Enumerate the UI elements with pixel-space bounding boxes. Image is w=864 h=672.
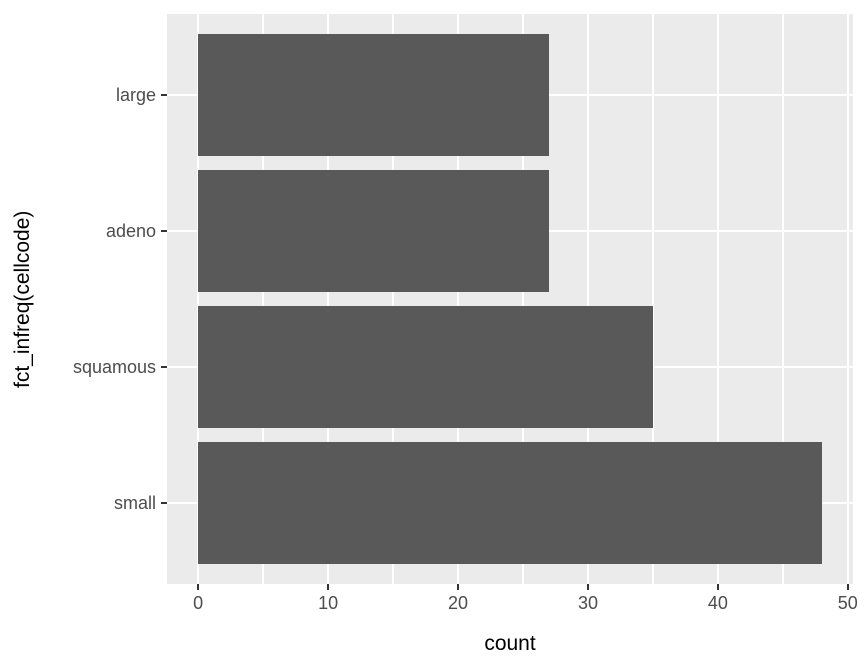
major-gridline [716, 14, 719, 584]
minor-gridline [652, 14, 654, 584]
bar-adeno [198, 170, 549, 293]
x-tick-label: 30 [577, 593, 598, 613]
x-axis-title: count [484, 632, 536, 655]
minor-gridline [262, 14, 264, 584]
minor-gridline [392, 14, 394, 584]
x-tick-mark [716, 584, 719, 590]
x-tick-label: 40 [707, 593, 728, 613]
major-gridline [197, 14, 200, 584]
y-tick-label: small [113, 492, 156, 513]
x-tick-label: 0 [193, 593, 204, 613]
y-tick-mark [161, 230, 167, 233]
bar-squamous [198, 305, 653, 428]
x-tick-mark [457, 584, 460, 590]
bar-small [198, 441, 822, 564]
minor-gridline [782, 14, 784, 584]
y-axis-title: fct_infreq(cellcode) [11, 210, 34, 388]
bar-large [198, 34, 549, 157]
y-tick-mark [161, 365, 167, 368]
x-tick-mark [586, 584, 589, 590]
minor-gridline [522, 14, 524, 584]
x-tick-mark [846, 584, 849, 590]
y-tick-mark [161, 94, 167, 97]
x-tick-mark [197, 584, 200, 590]
plot-panel: 0 10 20 30 40 50 large adeno squamous small [73, 14, 858, 612]
major-gridline [457, 14, 460, 584]
major-gridline [846, 14, 849, 584]
x-tick-mark [327, 584, 330, 590]
y-tick-mark [161, 501, 167, 504]
major-gridline [327, 14, 330, 584]
x-tick-label: 50 [837, 593, 858, 613]
y-tick-label: adeno [105, 221, 156, 242]
x-tick-label: 10 [318, 593, 339, 613]
y-tick-label: large [115, 85, 156, 106]
x-tick-label: 20 [448, 593, 469, 613]
major-gridline [586, 14, 589, 584]
y-tick-label: squamous [72, 356, 156, 377]
